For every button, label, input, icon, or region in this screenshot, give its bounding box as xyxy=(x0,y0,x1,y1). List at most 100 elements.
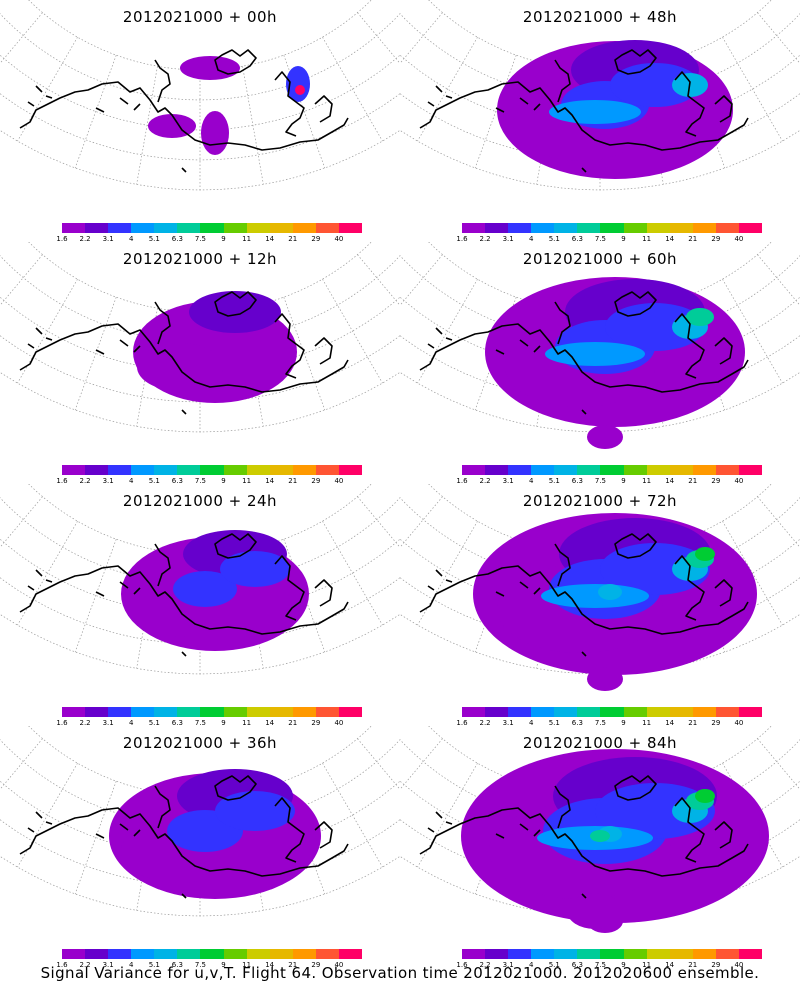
colorbar-swatch xyxy=(577,223,601,233)
coastline xyxy=(419,533,749,657)
polar-map xyxy=(0,726,400,917)
colorbar-swatch xyxy=(85,949,109,959)
panel-title: 2012021000 + 72h xyxy=(522,492,678,510)
colorbar-swatch xyxy=(669,465,693,475)
colorbar xyxy=(462,707,763,717)
colorbar-swatch xyxy=(177,223,201,233)
colorbar-label: 4 xyxy=(528,719,534,727)
colorbar-swatch xyxy=(738,949,763,959)
map-panel: 2012021000 + 72h 1.6 2.2 3.1 4 5.1 6.3 7.5 9 11 14… xyxy=(400,484,800,734)
colorbar-labels: 1.6 2.2 3.1 4 5.1 6.3 7.5 9 11 14 21 29 40 xyxy=(456,235,762,245)
panel-title: 2012021000 + 84h xyxy=(522,734,678,752)
colorbar-swatch xyxy=(62,223,86,233)
colorbar-label: 9 xyxy=(621,477,626,485)
colorbar-swatch xyxy=(485,707,509,717)
colorbar-label: 3.1 xyxy=(102,961,114,969)
colorbar-swatch xyxy=(85,465,109,475)
colorbar-swatch xyxy=(600,707,624,717)
colorbar-swatch xyxy=(600,949,624,959)
colorbar-label: 21 xyxy=(288,961,298,969)
colorbar-label: 14 xyxy=(265,961,275,969)
colorbar-label: 7.5 xyxy=(594,477,607,485)
colorbar-swatch xyxy=(462,223,486,233)
colorbar-swatch xyxy=(738,707,763,717)
colorbar-label: 21 xyxy=(688,477,698,485)
colorbar-swatch xyxy=(554,949,578,959)
colorbar-swatch xyxy=(338,223,363,233)
colorbar-swatch xyxy=(292,707,316,717)
colorbar-swatch xyxy=(177,465,201,475)
variance-field xyxy=(109,769,321,899)
panel-title: 2012021000 + 60h xyxy=(522,250,678,268)
polar-map xyxy=(400,726,800,933)
colorbar-label: 6.3 xyxy=(571,477,583,485)
colorbar-swatch xyxy=(508,707,532,717)
variance-field xyxy=(473,513,757,691)
colorbar-swatch xyxy=(646,707,670,717)
colorbar-swatch xyxy=(669,949,693,959)
colorbar-swatch xyxy=(85,707,109,717)
colorbar-swatch xyxy=(646,223,670,233)
coastline xyxy=(19,291,349,415)
colorbar-label: 40 xyxy=(334,719,344,727)
colorbar-swatch xyxy=(154,949,178,959)
colorbar-swatch xyxy=(269,707,293,717)
colorbar-label: 40 xyxy=(734,719,744,727)
colorbar-swatch xyxy=(623,949,647,959)
colorbar-label: 40 xyxy=(334,961,344,969)
colorbar-swatch xyxy=(269,949,293,959)
colorbar-swatch xyxy=(108,465,132,475)
colorbar-swatch xyxy=(246,707,270,717)
colorbar-swatch xyxy=(692,707,716,717)
colorbar-label: 29 xyxy=(711,235,721,243)
colorbar-swatch xyxy=(715,707,739,717)
colorbar-swatch xyxy=(485,949,509,959)
colorbar-label: 4 xyxy=(528,235,534,243)
colorbar-label: 7.5 xyxy=(594,235,607,243)
map-panel: 2012021000 + 00h 1.6 2.2 3.1 4 5.1 6.3 7.5 9 11 14… xyxy=(0,0,400,250)
colorbar-label: 29 xyxy=(311,477,321,485)
colorbar-swatch xyxy=(338,949,363,959)
graticule xyxy=(0,0,400,191)
colorbar-label: 2.2 xyxy=(479,719,491,727)
colorbar-swatch xyxy=(108,223,132,233)
colorbar-swatch xyxy=(200,707,224,717)
colorbar-swatch xyxy=(692,465,716,475)
colorbar-swatch xyxy=(692,223,716,233)
colorbar xyxy=(462,223,763,233)
colorbar-swatch xyxy=(154,223,178,233)
colorbar-label: 11 xyxy=(642,719,652,727)
colorbar-label: 21 xyxy=(288,235,298,243)
colorbar-swatch xyxy=(315,223,339,233)
colorbar-swatch xyxy=(531,949,555,959)
colorbar-label: 4 xyxy=(528,477,534,485)
colorbar-swatch xyxy=(315,465,339,475)
variance-field xyxy=(121,530,309,651)
map-panel: 2012021000 + 48h 1.6 2.2 3.1 4 5.1 6.3 7.5 9 11 14… xyxy=(400,0,800,250)
colorbar-swatch xyxy=(200,223,224,233)
colorbar-swatch xyxy=(715,223,739,233)
colorbar-swatch xyxy=(269,223,293,233)
colorbar-label: 6.3 xyxy=(171,961,183,969)
colorbar-label: 29 xyxy=(711,477,721,485)
map-panel: 2012021000 + 12h 1.6 2.2 3.1 4 5.1 6.3 7.5 9 11 14… xyxy=(0,242,400,492)
colorbar-label: 29 xyxy=(311,235,321,243)
colorbar-label: 1.6 xyxy=(56,719,68,727)
colorbar-label: 2.2 xyxy=(79,961,91,969)
colorbar-swatch xyxy=(85,223,109,233)
colorbar-label: 11 xyxy=(642,235,652,243)
colorbar-labels: 1.6 2.2 3.1 4 5.1 6.3 7.5 9 11 14 21 29 40 xyxy=(56,719,362,729)
colorbar-label: 5.1 xyxy=(548,961,560,969)
colorbar-swatch xyxy=(223,949,247,959)
colorbar-label: 5.1 xyxy=(548,235,560,243)
colorbar-swatch xyxy=(692,949,716,959)
colorbar-labels: 1.6 2.2 3.1 4 5.1 6.3 7.5 9 11 14 21 29 40 xyxy=(456,961,762,971)
colorbar-swatch xyxy=(462,707,486,717)
colorbar-swatch xyxy=(177,949,201,959)
colorbar-swatch xyxy=(292,949,316,959)
colorbar-label: 6.3 xyxy=(171,235,183,243)
colorbar-swatch xyxy=(154,707,178,717)
colorbar-label: 14 xyxy=(265,477,275,485)
map-panel: 2012021000 + 24h 1.6 2.2 3.1 4 5.1 6.3 7.5 9 11 14… xyxy=(0,484,400,734)
colorbar-swatch xyxy=(485,465,509,475)
